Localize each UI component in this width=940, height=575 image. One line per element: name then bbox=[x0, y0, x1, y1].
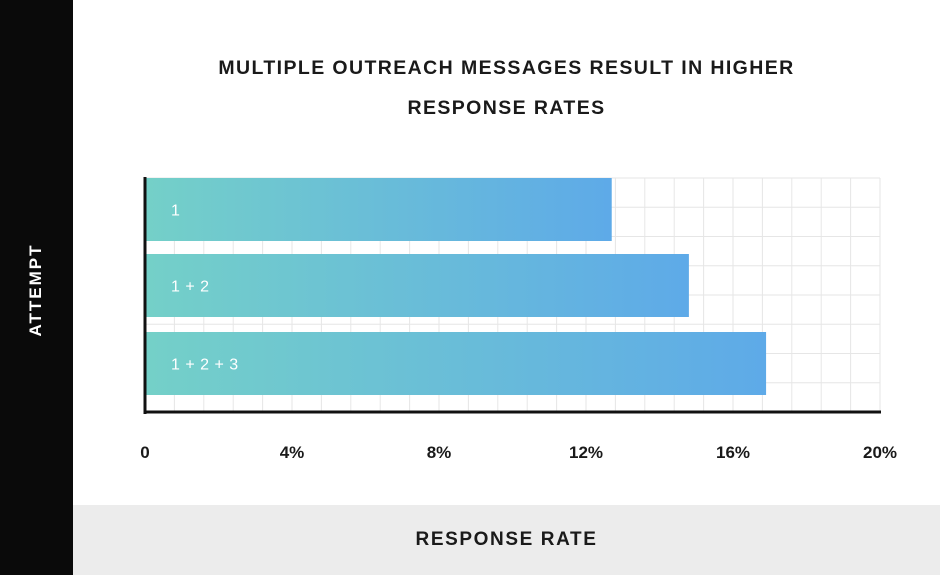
bar-chart: 1 1 + 2 1 + 2 + 3 0 4% 8% 12% 16% 20% bbox=[140, 177, 897, 462]
bar-label-2: 1 + 2 bbox=[171, 279, 210, 296]
x-tick-label-0: 0 bbox=[140, 443, 149, 462]
bar-2 bbox=[145, 254, 689, 317]
y-axis-label-band: ATTEMPT bbox=[0, 0, 73, 575]
chart-bars: 1 1 + 2 1 + 2 + 3 bbox=[145, 178, 767, 395]
x-tick-label-1: 4% bbox=[280, 443, 305, 462]
x-tick-label-4: 16% bbox=[716, 443, 750, 462]
x-tick-label-2: 8% bbox=[427, 443, 452, 462]
x-axis-label-band: RESPONSE RATE bbox=[73, 505, 940, 575]
bar-label-1: 1 bbox=[171, 203, 180, 220]
bar-3 bbox=[145, 332, 767, 395]
bar-1 bbox=[145, 178, 612, 241]
chart-title: MULTIPLE OUTREACH MESSAGES RESULT IN HIG… bbox=[73, 48, 940, 128]
x-tick-label-3: 12% bbox=[569, 443, 603, 462]
chart-title-line-1: MULTIPLE OUTREACH MESSAGES RESULT IN HIG… bbox=[218, 57, 795, 79]
chart-title-line-2: RESPONSE RATES bbox=[407, 97, 606, 119]
chart-axes bbox=[143, 177, 881, 414]
chart-ticks: 0 4% 8% 12% 16% 20% bbox=[140, 443, 897, 462]
bar-label-3: 1 + 2 + 3 bbox=[171, 357, 239, 374]
x-tick-label-5: 20% bbox=[863, 443, 897, 462]
x-axis-label: RESPONSE RATE bbox=[415, 529, 598, 550]
